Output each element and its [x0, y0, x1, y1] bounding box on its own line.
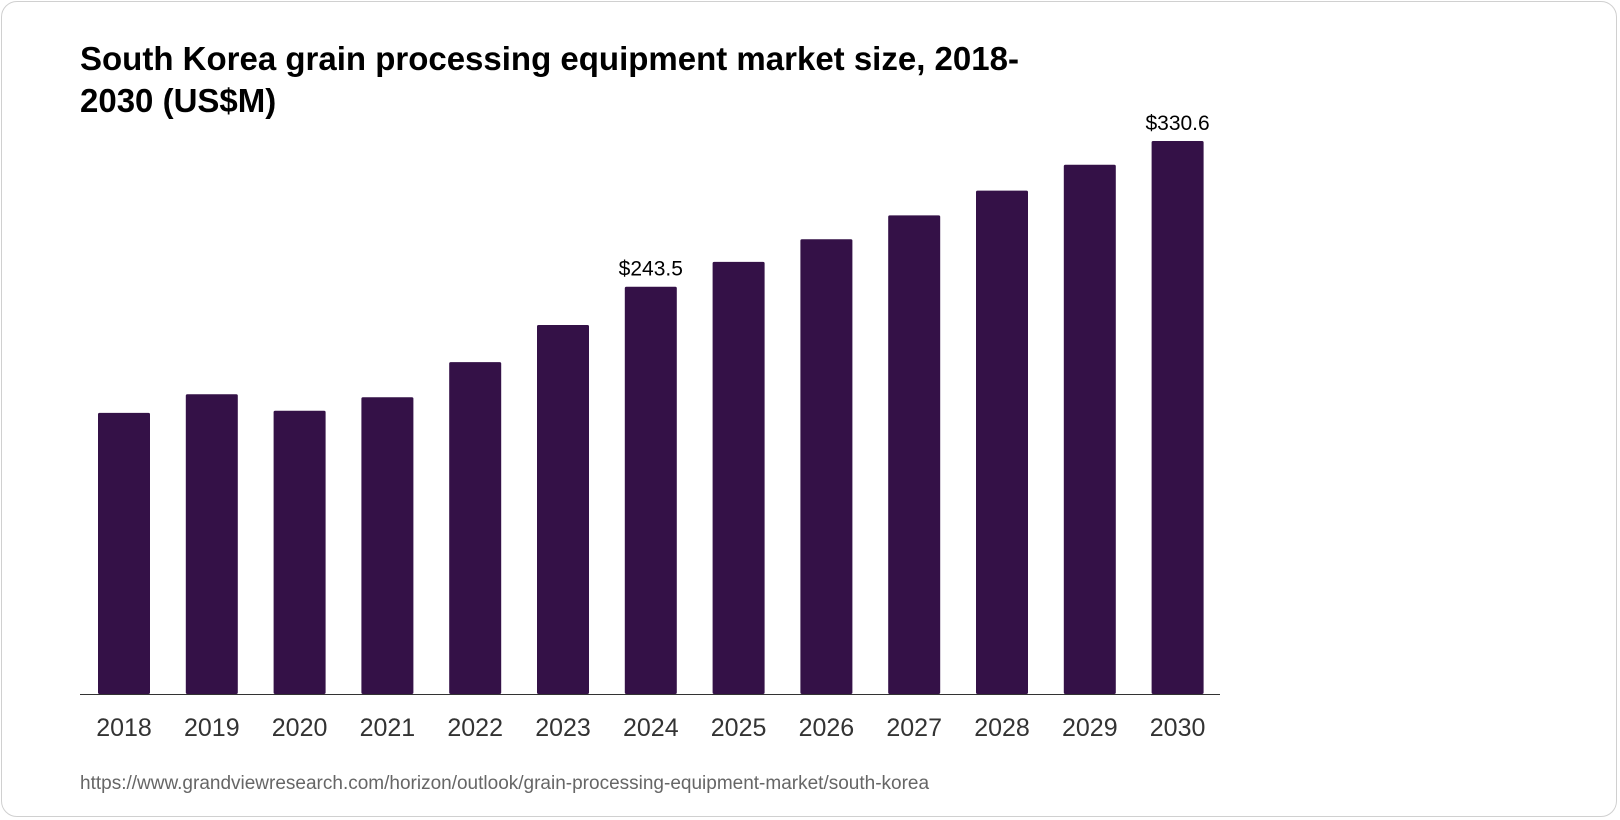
- bar-2025: [712, 261, 765, 694]
- x-tick-label: 2020: [272, 714, 328, 742]
- bar-2020: [273, 410, 326, 694]
- bar-2026: [800, 239, 853, 694]
- x-tick-label: 2027: [886, 714, 942, 742]
- bar-2023: [537, 324, 589, 694]
- data-label-2024: $243.5: [619, 258, 683, 281]
- bar-2024: [624, 286, 677, 694]
- data-label-2030: $330.6: [1145, 112, 1209, 135]
- x-tick-label: 2022: [447, 714, 503, 742]
- bar-2021: [361, 397, 414, 694]
- x-tick-label: 2026: [799, 714, 855, 742]
- x-tick-label: 2030: [1150, 714, 1206, 742]
- bar-2022: [449, 362, 502, 694]
- x-tick-label: 2025: [711, 714, 767, 742]
- x-tick-label: 2021: [360, 714, 416, 742]
- chart-title: South Korea grain processing equipment m…: [80, 40, 1019, 119]
- x-tick-label: 2018: [96, 714, 152, 742]
- x-tick-label: 2028: [974, 714, 1030, 742]
- x-tick-label: 2024: [623, 714, 679, 742]
- bar-2030: [1151, 141, 1204, 694]
- x-tick-label: 2019: [184, 714, 240, 742]
- bar-2029: [1063, 164, 1116, 694]
- source-url: https://www.grandviewresearch.com/horizo…: [80, 773, 930, 794]
- x-tick-label: 2029: [1062, 714, 1118, 742]
- bar-2018: [98, 412, 150, 694]
- x-tick-label: 2023: [535, 714, 591, 742]
- bar-2019: [185, 394, 238, 694]
- bar-2028: [976, 190, 1028, 694]
- bar-2027: [888, 215, 941, 695]
